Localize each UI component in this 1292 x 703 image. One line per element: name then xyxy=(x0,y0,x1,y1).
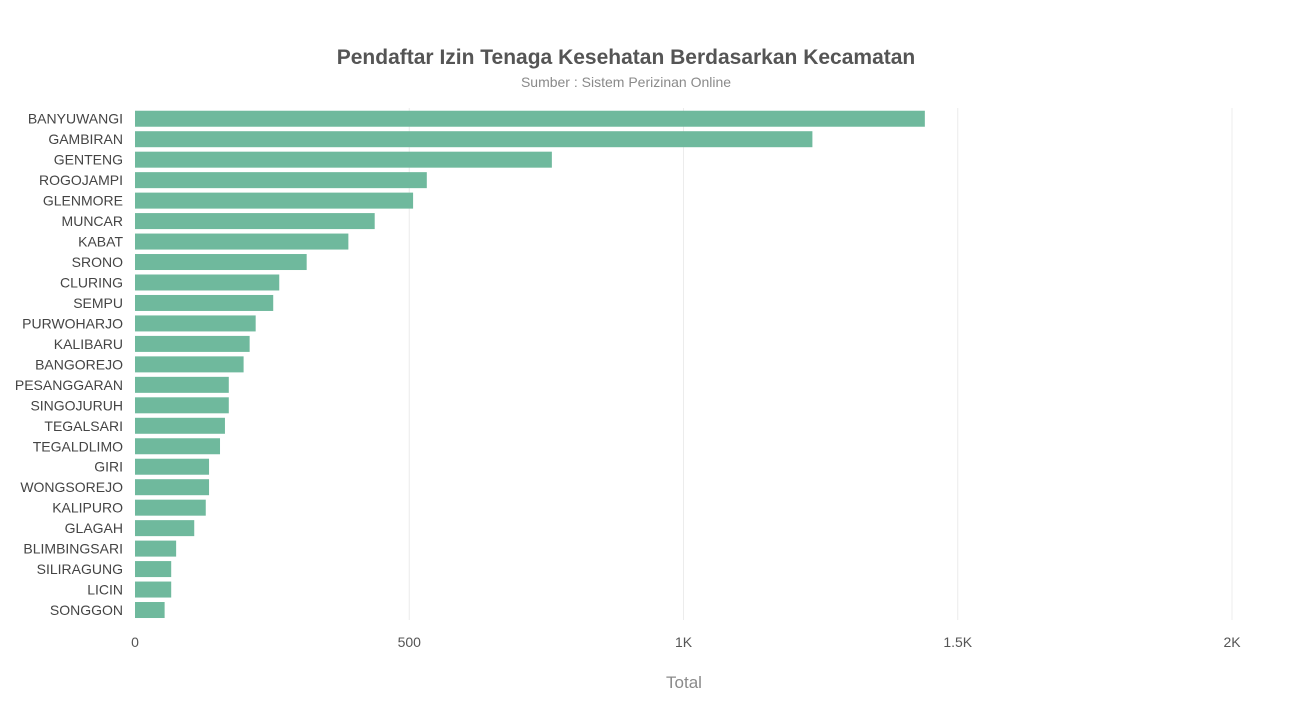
category-label: GLENMORE xyxy=(43,193,123,209)
bar[interactable] xyxy=(135,315,256,332)
category-label: MUNCAR xyxy=(62,213,123,229)
category-label: PESANGGARAN xyxy=(15,377,123,393)
bar[interactable] xyxy=(135,397,229,414)
bar[interactable] xyxy=(135,561,172,578)
bar[interactable] xyxy=(135,213,375,230)
category-label: CLURING xyxy=(60,274,123,290)
bar[interactable] xyxy=(135,458,210,475)
x-tick-label: 0 xyxy=(131,634,139,650)
x-tick-label: 1.5K xyxy=(943,634,972,650)
bar[interactable] xyxy=(135,581,172,598)
category-label: SONGGON xyxy=(50,602,123,618)
chart-title: Pendaftar Izin Tenaga Kesehatan Berdasar… xyxy=(337,46,916,69)
bar[interactable] xyxy=(135,335,250,352)
category-label: LICIN xyxy=(87,582,123,598)
gridlines xyxy=(408,108,1233,620)
bar[interactable] xyxy=(135,151,552,168)
x-tick-label: 2K xyxy=(1223,634,1241,650)
category-label: PURWOHARJO xyxy=(22,315,123,331)
bar[interactable] xyxy=(135,233,349,250)
category-label: BANGOREJO xyxy=(35,356,123,372)
bar[interactable] xyxy=(135,438,221,455)
bar[interactable] xyxy=(135,254,307,271)
category-label: KALIPURO xyxy=(52,500,123,516)
bar[interactable] xyxy=(135,294,274,311)
category-label: SRONO xyxy=(72,254,123,270)
bar[interactable] xyxy=(135,274,280,291)
bar[interactable] xyxy=(135,131,813,148)
bar[interactable] xyxy=(135,356,244,373)
bars xyxy=(135,110,925,619)
x-tick-label: 500 xyxy=(398,634,422,650)
category-labels: BANYUWANGI GAMBIRAN GENTENG ROGOJAMPI GLENMO… xyxy=(15,111,124,618)
bar[interactable] xyxy=(135,110,925,127)
bar[interactable] xyxy=(135,499,206,516)
bar[interactable] xyxy=(135,479,210,496)
category-label: TEGALDLIMO xyxy=(33,438,123,454)
bar[interactable] xyxy=(135,602,165,619)
category-label: GIRI xyxy=(94,459,123,475)
category-label: SINGOJURUH xyxy=(30,397,123,413)
category-label: SEMPU xyxy=(73,295,123,311)
bar[interactable] xyxy=(135,540,177,557)
category-label: GENTENG xyxy=(54,152,123,168)
x-tick-labels: 0 500 1K 1.5K 2K xyxy=(131,634,1241,650)
category-label: TEGALSARI xyxy=(44,418,123,434)
category-label: SILIRAGUNG xyxy=(37,561,123,577)
bar[interactable] xyxy=(135,192,414,209)
category-label: GAMBIRAN xyxy=(48,131,123,147)
x-axis-title: Total xyxy=(666,673,702,692)
category-label: WONGSOREJO xyxy=(20,479,123,495)
bar[interactable] xyxy=(135,172,427,189)
category-label: ROGOJAMPI xyxy=(39,172,123,188)
category-label: GLAGAH xyxy=(65,520,123,536)
bar[interactable] xyxy=(135,520,195,537)
category-label: BLIMBINGSARI xyxy=(23,541,123,557)
category-label: KABAT xyxy=(78,234,123,250)
category-label: KALIBARU xyxy=(54,336,123,352)
x-tick-label: 1K xyxy=(675,634,693,650)
bar[interactable] xyxy=(135,376,229,393)
chart-subtitle: Sumber : Sistem Perizinan Online xyxy=(521,74,731,90)
bar[interactable] xyxy=(135,417,225,434)
category-label: BANYUWANGI xyxy=(28,111,123,127)
